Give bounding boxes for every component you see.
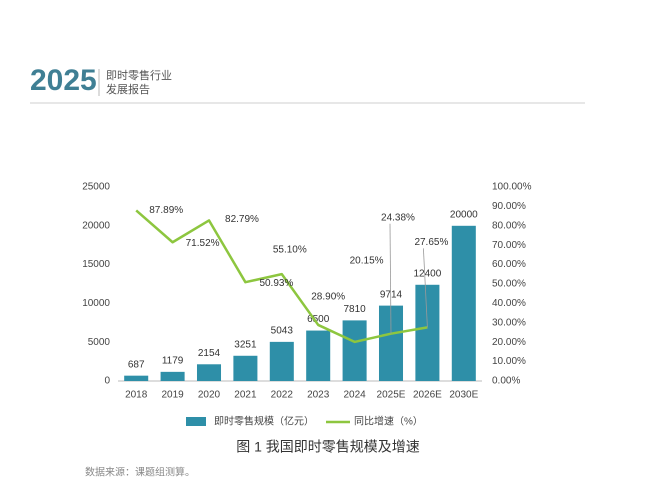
legend-swatch <box>186 417 206 426</box>
y-tick-label: 25000 <box>82 182 110 193</box>
x-tick-label: 2030E <box>449 390 478 401</box>
bar-value-label: 9714 <box>380 289 403 300</box>
bar-value-label: 7810 <box>343 304 366 315</box>
bar-value-label: 12400 <box>413 268 441 279</box>
x-tick-label: 2021 <box>234 390 257 401</box>
report-subtitle: 即时零售行业 <box>106 68 172 82</box>
bar <box>269 341 294 381</box>
line-value-label: 71.52% <box>186 238 220 249</box>
y2-tick-label: 80.00% <box>492 220 526 231</box>
bar <box>196 364 222 381</box>
y2-tick-label: 50.00% <box>492 279 526 290</box>
line-value-label: 24.38% <box>381 212 415 223</box>
x-tick-label: 2022 <box>271 390 294 401</box>
y2-tick-label: 20.00% <box>492 337 526 348</box>
line-value-label: 20.15% <box>350 256 384 267</box>
bar <box>233 355 258 381</box>
legend-label: 即时零售规模（亿元） <box>214 415 314 428</box>
bar-value-label: 3251 <box>234 339 257 350</box>
x-tick-label: 2018 <box>125 390 148 401</box>
y2-tick-label: 30.00% <box>492 317 526 328</box>
y2-tick-label: 90.00% <box>492 201 526 212</box>
bar <box>306 330 331 381</box>
y2-tick-label: 0.00% <box>492 376 520 387</box>
line-value-label: 50.93% <box>259 278 293 289</box>
label-leader <box>389 223 392 334</box>
x-tick-label: 2025E <box>377 390 406 401</box>
y-tick-label: 20000 <box>82 220 110 231</box>
y2-tick-label: 60.00% <box>492 259 526 270</box>
y2-tick-label: 100.00% <box>492 182 532 193</box>
line-value-label: 28.90% <box>311 292 345 303</box>
line-value-label: 27.65% <box>414 237 448 248</box>
x-tick-label: 2019 <box>161 390 184 401</box>
x-tick-label: 2020 <box>198 390 221 401</box>
bar <box>160 371 185 381</box>
label-leader <box>423 248 428 328</box>
legend-label: 同比增速（%） <box>354 415 423 428</box>
y-tick-label: 0 <box>104 376 110 387</box>
bar-value-label: 1179 <box>162 355 184 366</box>
bar <box>415 284 440 381</box>
bar-value-label: 6500 <box>307 314 330 325</box>
y2-tick-label: 10.00% <box>492 356 526 367</box>
bar-value-label: 5043 <box>271 326 294 337</box>
report-subtitle: 发展报告 <box>106 82 150 96</box>
y2-tick-label: 70.00% <box>492 240 526 251</box>
x-tick-label: 2024 <box>343 390 366 401</box>
bar-value-label: 20000 <box>450 209 478 220</box>
line-value-label: 82.79% <box>225 214 259 225</box>
source-note: 数据来源：课题组测算。 <box>85 466 195 479</box>
y-tick-label: 10000 <box>82 298 110 309</box>
bar-value-label: 2154 <box>198 348 221 359</box>
report-year: 2025 <box>30 64 97 97</box>
x-tick-label: 2023 <box>307 390 330 401</box>
bar <box>124 375 149 381</box>
growth-line <box>135 209 428 344</box>
x-tick-label: 2026E <box>413 390 442 401</box>
bar <box>342 320 367 381</box>
y-tick-label: 5000 <box>88 337 111 348</box>
line-value-label: 87.89% <box>149 205 183 216</box>
line-value-label: 55.10% <box>273 245 307 256</box>
y-tick-label: 15000 <box>82 259 110 270</box>
caption: 图 1 我国即时零售规模及增速 <box>236 439 420 455</box>
y2-tick-label: 40.00% <box>492 298 526 309</box>
bar <box>451 225 476 381</box>
bar-value-label: 687 <box>128 359 145 370</box>
